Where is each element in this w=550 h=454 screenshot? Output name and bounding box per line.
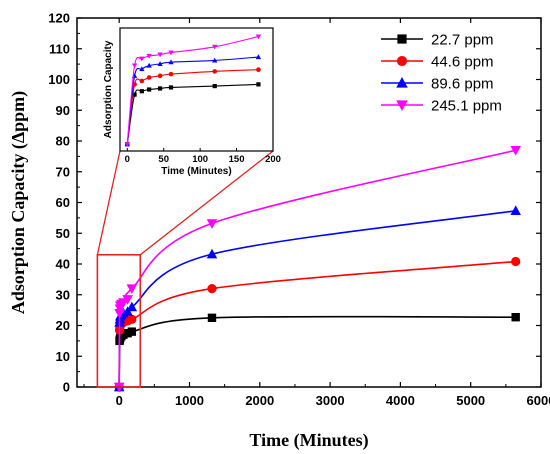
zoom-box xyxy=(96,253,142,388)
legend-marker xyxy=(396,100,408,111)
data-point xyxy=(511,312,520,322)
data-point xyxy=(207,313,217,323)
inset-data-point xyxy=(157,86,163,91)
zoom-connector-right xyxy=(139,150,274,256)
inset-data-point xyxy=(212,83,217,89)
y-tick-label: 120 xyxy=(48,11,70,26)
inset-x-tick-label: 200 xyxy=(265,154,281,165)
inset-data-point xyxy=(212,57,218,63)
inset-data-point xyxy=(255,34,262,40)
y-tick-label: 10 xyxy=(56,349,70,364)
data-point xyxy=(510,205,521,216)
inset-x-tick-label: 100 xyxy=(192,154,208,165)
data-point xyxy=(126,284,138,295)
y-tick-label: 100 xyxy=(48,72,70,87)
inset-data-point xyxy=(212,69,218,74)
inset-x-axis-title: Time (Minutes) xyxy=(161,166,231,177)
inset-x-tick-label: 0 xyxy=(125,154,130,165)
y-tick-label: 90 xyxy=(56,103,70,118)
inset-data-point xyxy=(131,63,138,69)
inset-data-point xyxy=(146,62,152,68)
series-line xyxy=(118,260,516,388)
inset-data-point xyxy=(157,73,163,79)
series-line xyxy=(118,210,516,388)
inset-frame xyxy=(119,27,274,152)
data-point xyxy=(510,146,521,156)
x-tick-label: 3000 xyxy=(316,393,345,408)
inset-data-point xyxy=(168,59,174,65)
inset-data-point xyxy=(132,92,137,97)
inset-data-point xyxy=(139,89,144,94)
inset-data-point xyxy=(139,78,145,84)
y-tick-label: 20 xyxy=(56,318,70,333)
inset-data-point xyxy=(139,56,145,62)
inset-x-tick-label: 50 xyxy=(158,154,169,165)
inset-x-tick-label: 150 xyxy=(229,154,245,165)
inset-plot: 0 50 100 150 200 Time (Minutes) Adsorption Cap… xyxy=(103,27,281,177)
inset-data-point xyxy=(139,66,145,72)
y-tick-label: 40 xyxy=(56,257,70,272)
legend-label: 89.6 ppm xyxy=(431,76,494,93)
inset-data-point xyxy=(256,67,261,72)
legend-label: 44.6 ppm xyxy=(431,54,494,71)
x-axis-title: Time (Minutes) xyxy=(249,430,368,451)
inset-background xyxy=(120,28,273,151)
x-tick-label: 4000 xyxy=(386,393,415,408)
data-point xyxy=(206,219,218,229)
data-point xyxy=(207,283,217,294)
data-point xyxy=(119,330,128,339)
y-tick-label: 50 xyxy=(56,226,70,241)
inset-data-point xyxy=(168,71,174,77)
series-line xyxy=(118,315,516,388)
zoom-overlay xyxy=(96,150,274,388)
x-tick-label: 5000 xyxy=(456,393,485,408)
data-point xyxy=(127,314,137,324)
data-point xyxy=(127,327,137,336)
inset-data-point xyxy=(168,85,174,90)
inset-data-point xyxy=(124,142,130,147)
inset-data-point xyxy=(168,50,174,56)
inset-data-point xyxy=(147,87,152,92)
y-axis-title: Adsorption Capacity (Δppm) xyxy=(8,91,29,314)
inset-data-point xyxy=(256,82,261,87)
y-tick-label: 80 xyxy=(56,134,70,149)
x-tick-label: 0 xyxy=(116,393,123,408)
legend-label: 22.7 ppm xyxy=(431,32,494,49)
data-point xyxy=(126,301,138,312)
inset-data-point xyxy=(255,54,262,60)
legend-marker xyxy=(396,55,408,67)
legend-marker xyxy=(396,77,408,88)
inset-data-point xyxy=(157,52,163,58)
zoom-connector-left xyxy=(96,150,121,255)
data-point xyxy=(206,248,218,259)
y-tick-label: 30 xyxy=(56,287,70,302)
inset-data-point xyxy=(146,53,152,59)
data-point xyxy=(122,295,133,305)
x-tick-label: 1000 xyxy=(175,393,204,408)
y-tick-label: 60 xyxy=(56,195,70,210)
data-point xyxy=(123,328,132,338)
y-tick-label: 70 xyxy=(56,164,70,179)
data-point xyxy=(114,309,125,319)
inset-data-point xyxy=(212,44,218,50)
plot-frame xyxy=(76,17,542,388)
legend-marker xyxy=(397,34,407,44)
data-point xyxy=(511,256,521,267)
y-tick-label: 0 xyxy=(63,380,70,395)
inset-y-axis-title: Adsorption Capacity xyxy=(103,40,114,138)
x-tick-label: 2000 xyxy=(245,393,274,408)
inset-data-point xyxy=(146,75,152,80)
series-line xyxy=(118,149,516,388)
y-tick-label: 110 xyxy=(49,41,70,56)
legend-label: 245.1 ppm xyxy=(431,98,502,115)
legend: 22.7 ppm 44.6 ppm 89.6 ppm 245.1 ppm xyxy=(381,32,502,115)
inset-data-point xyxy=(157,61,163,66)
x-tick-label: 6000 xyxy=(527,393,550,408)
